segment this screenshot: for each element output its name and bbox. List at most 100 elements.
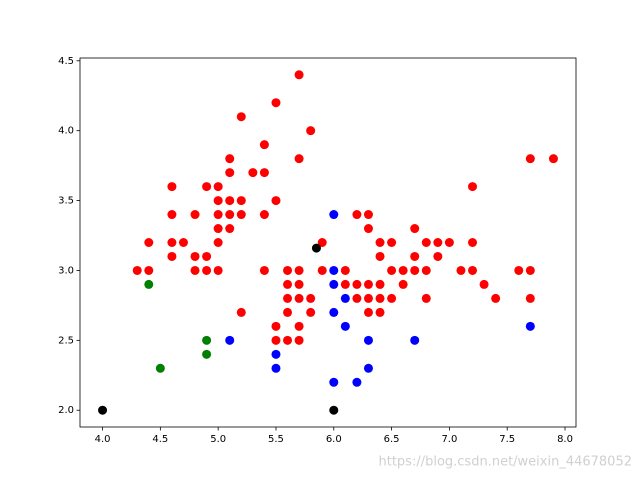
x-tick-label: 6.0 [326,434,342,445]
point [225,154,235,164]
y-tick-label: 3.5 [58,196,74,207]
x-tick-label: 7.0 [441,434,457,445]
point [329,265,339,275]
y-tick-label: 2.0 [58,405,74,416]
point [190,251,200,261]
point [202,349,212,359]
point [213,196,223,206]
x-tick-label: 8.0 [557,434,573,445]
point [236,112,246,122]
point [514,265,524,275]
point [213,238,223,247]
point [421,265,431,275]
point [375,307,385,317]
point [167,238,177,247]
point [98,405,108,415]
point [329,307,339,317]
point [410,224,420,234]
point [202,251,212,261]
point [352,293,362,303]
point [329,279,339,289]
point [225,168,235,178]
point [144,279,154,289]
point [248,168,258,178]
point [410,265,420,275]
point [225,335,235,345]
point [213,182,223,192]
point [317,265,327,275]
point [468,265,478,275]
point [340,279,350,289]
point [294,321,304,331]
point [202,335,212,345]
point [456,265,466,275]
point [329,210,339,220]
point [283,335,293,345]
point [398,265,408,275]
point [259,168,269,178]
point [340,265,350,275]
point [525,321,535,331]
point [329,405,339,415]
point [144,238,154,247]
point [294,154,304,164]
plot-frame [79,57,577,428]
x-tick-label: 4.0 [95,434,111,445]
point [375,279,385,289]
point [190,265,200,275]
point [259,210,269,220]
point [294,279,304,289]
x-tick-label: 6.5 [384,434,400,445]
point [479,279,489,289]
point [294,293,304,303]
point [421,238,431,247]
point [433,238,443,247]
point [525,293,535,303]
point [167,182,177,192]
y-tick-label: 4.0 [58,126,74,137]
point [340,293,350,303]
y-tick-label: 2.5 [58,335,74,346]
point [213,265,223,275]
point [178,238,188,247]
point [363,363,373,373]
point [155,363,165,373]
point [283,293,293,303]
point [225,224,235,234]
point [352,377,362,387]
point [363,307,373,317]
x-tick-label: 4.5 [152,434,168,445]
point [352,279,362,289]
point [375,293,385,303]
point [202,265,212,275]
point [271,335,281,345]
point [340,321,350,331]
point [271,363,281,373]
point [398,279,408,289]
y-tick-label: 4.5 [58,56,74,67]
point [202,182,212,192]
point [375,251,385,261]
point [363,224,373,234]
point [525,265,535,275]
point [363,279,373,289]
point [363,293,373,303]
point [525,154,535,164]
x-tick-label: 5.0 [210,434,226,445]
point [317,238,327,247]
point [213,210,223,220]
point [433,251,443,261]
x-tick-label: 5.5 [268,434,284,445]
y-tick-label: 3.0 [58,265,74,276]
point [375,238,385,247]
point [283,307,293,317]
point [387,238,397,247]
point [294,265,304,275]
point [294,70,304,80]
point [236,210,246,220]
point [387,265,397,275]
point [468,182,478,192]
point [306,307,316,317]
point [144,265,154,275]
